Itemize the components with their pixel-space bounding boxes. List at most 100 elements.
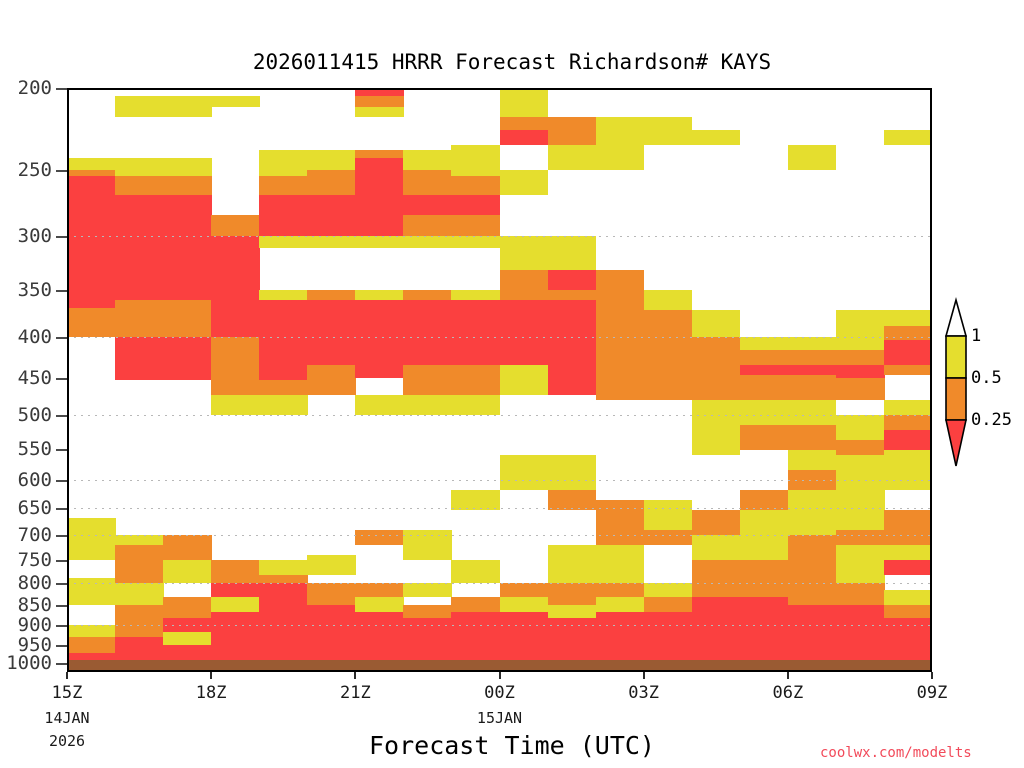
heatmap-cell xyxy=(835,378,885,400)
heatmap-cell xyxy=(835,415,885,440)
heatmap-cell xyxy=(67,170,116,176)
heatmap-cell xyxy=(787,145,837,170)
heatmap-cell xyxy=(451,145,501,176)
heatmap-cell xyxy=(355,337,404,365)
heatmap-cell xyxy=(595,270,645,290)
heatmap-cell xyxy=(691,560,741,583)
heatmap-cell xyxy=(355,530,404,545)
heatmap-cell xyxy=(115,322,164,337)
heatmap-cell xyxy=(307,380,356,395)
heatmap-cell xyxy=(451,300,501,337)
heatmap-cell xyxy=(739,560,789,583)
heatmap-cell xyxy=(595,530,645,545)
heatmap-cell xyxy=(787,365,837,375)
x-tick-mark xyxy=(66,672,68,679)
heatmap-cell xyxy=(739,612,789,660)
heatmap-cell xyxy=(451,560,501,583)
heatmap-cell xyxy=(835,545,885,560)
y-tick-mark xyxy=(56,290,67,292)
heatmap-cell xyxy=(67,290,116,308)
heatmap-cell xyxy=(499,248,549,270)
heatmap-cell xyxy=(499,597,549,612)
heatmap-cell xyxy=(67,176,116,236)
heatmap-cell xyxy=(259,337,308,380)
x-tick-label-00Z: 00Z xyxy=(484,683,515,703)
heatmap-cell xyxy=(547,605,597,618)
heatmap-cell xyxy=(643,337,693,365)
heatmap-cell xyxy=(307,597,356,605)
heatmap-cell xyxy=(787,510,837,535)
y-tick-label-350: 350 xyxy=(17,279,52,301)
heatmap-cell xyxy=(403,395,453,415)
heatmap-cell xyxy=(115,618,164,637)
x-tick-label-18Z: 18Z xyxy=(195,683,227,703)
y-tick-mark xyxy=(56,625,67,627)
heatmap-cell xyxy=(67,637,116,645)
colorbar-legend[interactable]: 1 0.5 0.25 xyxy=(938,296,1024,472)
heatmap-cell xyxy=(115,158,164,176)
heatmap-cell xyxy=(883,510,932,530)
heatmap-cell xyxy=(883,340,932,365)
heatmap-cell xyxy=(67,578,116,605)
y-tick-mark xyxy=(56,508,67,510)
y-tick-label-700: 700 xyxy=(17,524,52,546)
heatmap-cell xyxy=(883,450,932,490)
heatmap-cell xyxy=(259,176,308,195)
heatmap-cell xyxy=(163,176,212,195)
heatmap-cell xyxy=(739,597,789,612)
heatmap-cell xyxy=(547,490,597,510)
heatmap-cell xyxy=(259,290,308,300)
x-date-label-2026: 2026 xyxy=(48,732,86,750)
heatmap-cell xyxy=(499,455,549,490)
heatmap-cell xyxy=(739,510,789,535)
heatmap-cell xyxy=(451,195,501,215)
heatmap-cell xyxy=(211,215,260,236)
heatmap-cell xyxy=(787,583,837,605)
heatmap-cell xyxy=(355,96,404,107)
heatmap-cell xyxy=(883,530,932,545)
y-tick-label-850: 850 xyxy=(17,594,52,616)
heatmap-cell xyxy=(211,583,260,597)
y-tick-label-750: 750 xyxy=(17,549,52,571)
y-tick-mark xyxy=(56,337,67,339)
heatmap-cell xyxy=(211,612,260,660)
heatmap-cell xyxy=(355,625,404,660)
heatmap-cell xyxy=(67,322,116,337)
heatmap-cell xyxy=(595,545,645,560)
heatmap-cell xyxy=(451,612,501,660)
heatmap-cell xyxy=(307,605,356,618)
heatmap-cell xyxy=(547,583,597,605)
heatmap-cell xyxy=(739,337,789,350)
x-tick-mark xyxy=(498,672,501,679)
heatmap-cell xyxy=(259,605,308,618)
heatmap-cell xyxy=(691,597,741,612)
heatmap-cell xyxy=(259,300,308,337)
y-tick-mark xyxy=(56,480,67,482)
heatmap-cell xyxy=(547,117,597,130)
heatmap-cell xyxy=(403,365,453,395)
heatmap-cell xyxy=(787,450,837,470)
x-tick-label-03Z: 03Z xyxy=(628,683,660,703)
colorbar-label-0.25: 0.25 xyxy=(971,410,1012,430)
heatmap-plot-area[interactable] xyxy=(67,88,932,672)
heatmap-cell xyxy=(835,510,885,530)
heatmap-cell xyxy=(595,500,645,530)
heatmap-cell xyxy=(595,583,645,597)
heatmap-cell xyxy=(499,88,549,117)
heatmap-cell xyxy=(643,583,693,597)
y-tick-mark xyxy=(56,88,67,90)
heatmap-cell xyxy=(163,337,212,380)
heatmap-cell xyxy=(355,300,404,337)
gridline xyxy=(67,583,932,584)
heatmap-cell xyxy=(883,310,932,326)
heatmap-cell xyxy=(211,597,260,612)
heatmap-cell xyxy=(451,490,501,510)
heatmap-cell xyxy=(499,270,549,290)
heatmap-cell xyxy=(787,337,837,350)
heatmap-cell xyxy=(307,150,356,170)
heatmap-cell xyxy=(163,96,212,117)
heatmap-cell xyxy=(835,583,885,605)
y-tick-label-550: 550 xyxy=(17,438,52,460)
heatmap-cell xyxy=(163,300,212,322)
heatmap-cell xyxy=(499,365,549,395)
